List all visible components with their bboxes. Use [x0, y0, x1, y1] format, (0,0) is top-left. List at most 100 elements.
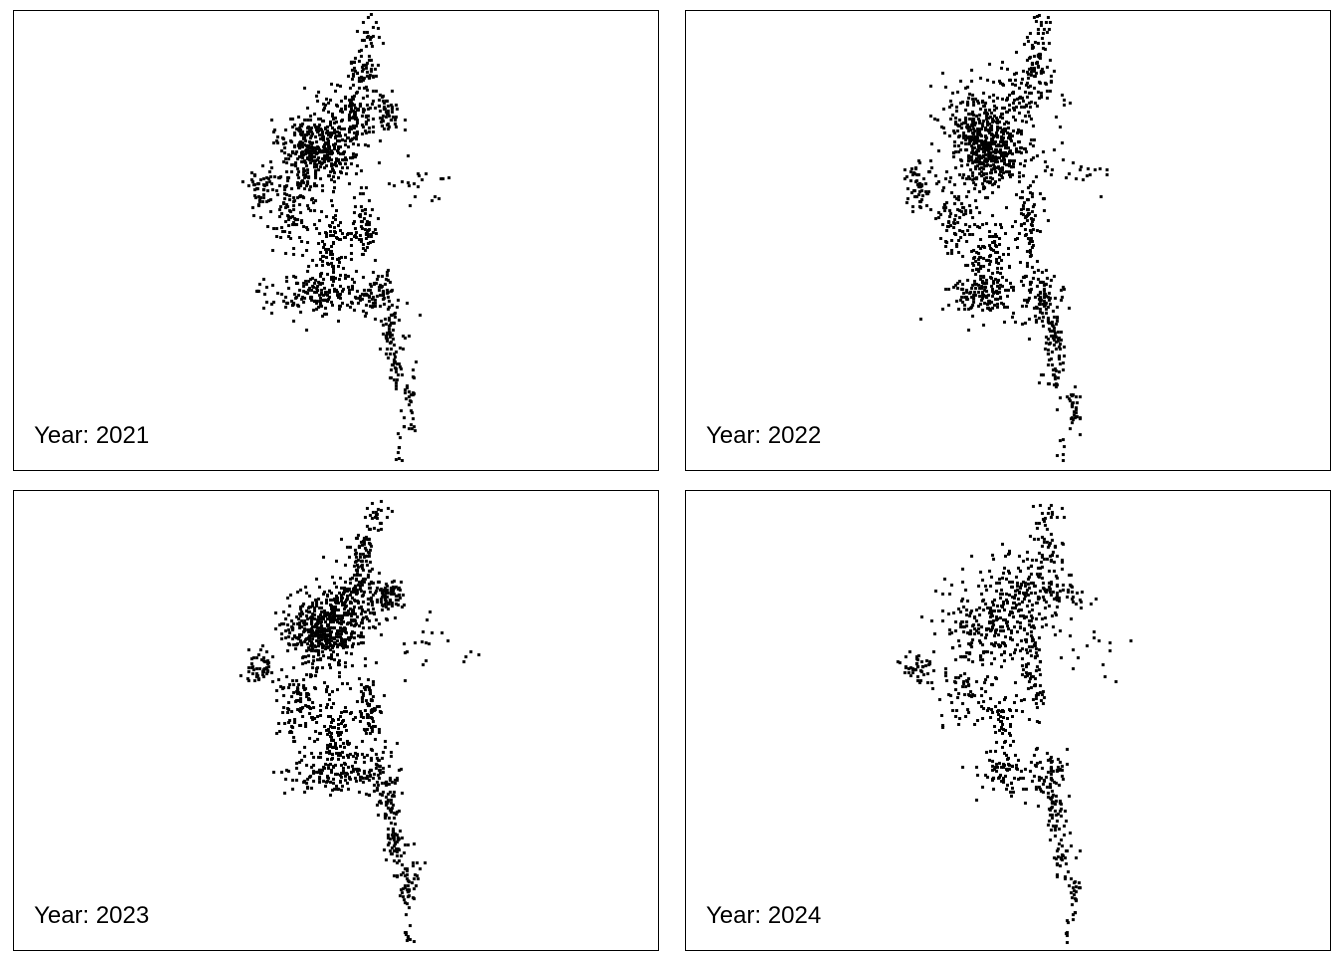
data-point: [1007, 627, 1010, 631]
data-point: [322, 102, 326, 106]
data-point: [1022, 42, 1026, 46]
data-point: [390, 806, 394, 810]
data-point: [418, 867, 422, 871]
data-point: [298, 623, 302, 627]
data-point: [1043, 516, 1047, 520]
data-point: [402, 642, 406, 646]
data-point: [340, 641, 344, 645]
data-point: [315, 286, 319, 290]
data-point: [1007, 288, 1010, 292]
data-point: [390, 313, 394, 317]
data-point: [1054, 385, 1058, 389]
data-point: [1036, 41, 1040, 45]
data-point: [1015, 584, 1019, 588]
data-point: [991, 177, 995, 181]
data-point: [1041, 702, 1045, 706]
data-point: [1031, 144, 1035, 148]
data-point: [1039, 560, 1043, 564]
data-point: [329, 598, 333, 602]
data-point: [386, 833, 390, 837]
data-point: [1010, 715, 1014, 719]
data-point: [359, 683, 363, 687]
data-point: [973, 722, 977, 726]
data-point: [1078, 168, 1082, 172]
data-point: [374, 589, 378, 593]
data-point: [926, 681, 930, 685]
data-point: [331, 221, 335, 225]
data-point: [987, 116, 991, 120]
data-point: [383, 282, 387, 286]
data-point: [300, 633, 304, 637]
data-point: [375, 294, 379, 298]
data-point: [280, 212, 284, 216]
data-point: [1008, 78, 1011, 82]
data-point: [330, 178, 334, 182]
data-point: [942, 107, 946, 111]
data-point: [394, 458, 398, 462]
data-point: [996, 160, 1000, 164]
data-point: [376, 813, 380, 817]
data-point: [376, 274, 380, 278]
data-point: [333, 641, 336, 645]
data-point: [989, 115, 993, 119]
data-point: [305, 328, 309, 332]
data-point: [959, 625, 963, 629]
data-point: [388, 849, 392, 853]
data-point: [317, 156, 321, 160]
data-point: [383, 594, 387, 598]
data-point: [285, 184, 289, 188]
data-point: [1020, 77, 1024, 81]
data-point: [320, 624, 324, 628]
data-point: [364, 792, 368, 796]
data-point: [1001, 60, 1005, 64]
data-point: [940, 125, 944, 129]
data-point: [284, 141, 288, 145]
data-point: [1052, 326, 1056, 330]
data-point: [994, 148, 998, 152]
data-point: [1027, 623, 1031, 627]
data-point: [336, 149, 339, 153]
data-point: [384, 336, 388, 340]
data-point: [982, 256, 986, 260]
data-point: [349, 614, 353, 618]
data-point: [1028, 239, 1032, 242]
data-point: [1001, 139, 1005, 143]
data-point: [992, 156, 996, 160]
data-point: [332, 234, 336, 238]
data-point: [303, 118, 307, 122]
data-point: [1029, 614, 1033, 618]
data-point: [975, 138, 979, 142]
data-point: [998, 255, 1002, 259]
data-point: [402, 603, 406, 607]
data-point: [990, 683, 994, 687]
data-point: [339, 119, 343, 123]
data-point: [295, 281, 299, 285]
data-point: [408, 204, 412, 208]
data-point: [981, 717, 985, 721]
data-point: [957, 307, 961, 311]
data-point: [341, 266, 345, 270]
data-point: [328, 751, 332, 755]
data-point: [366, 144, 370, 148]
data-point: [332, 650, 336, 654]
data-point: [339, 107, 343, 111]
data-point: [315, 227, 319, 231]
data-point: [336, 151, 340, 155]
data-point: [315, 629, 319, 633]
data-point: [1004, 739, 1008, 743]
data-point: [333, 612, 336, 616]
data-point: [325, 780, 329, 784]
data-point: [394, 367, 398, 371]
data-point: [998, 156, 1002, 160]
data-point: [1039, 23, 1043, 27]
data-point: [1008, 149, 1012, 153]
data-point: [336, 295, 340, 299]
data-point: [310, 649, 314, 653]
data-point: [251, 206, 255, 210]
data-point: [283, 230, 287, 234]
data-point: [351, 590, 355, 594]
data-point: [312, 631, 316, 635]
data-point: [1051, 334, 1055, 338]
data-point: [298, 709, 302, 713]
data-point: [1008, 159, 1011, 163]
